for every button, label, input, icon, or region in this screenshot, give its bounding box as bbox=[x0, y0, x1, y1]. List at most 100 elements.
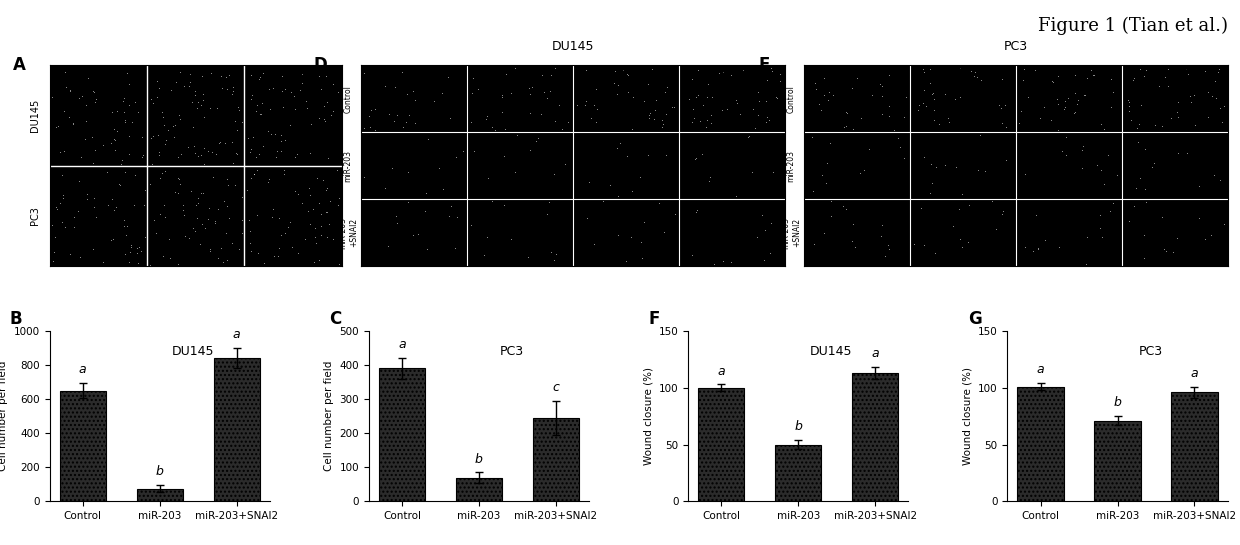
Point bbox=[641, 64, 661, 73]
Point bbox=[180, 233, 200, 242]
Point bbox=[1074, 142, 1094, 150]
Point bbox=[476, 115, 496, 124]
Point bbox=[606, 144, 626, 153]
Point bbox=[314, 115, 334, 124]
Point bbox=[102, 235, 122, 244]
Point bbox=[322, 234, 342, 243]
Point bbox=[1131, 173, 1151, 182]
Point bbox=[1127, 124, 1147, 132]
Point bbox=[191, 189, 211, 197]
Point bbox=[195, 113, 215, 122]
Point bbox=[492, 92, 512, 101]
Point bbox=[258, 178, 278, 186]
Point bbox=[1167, 234, 1187, 243]
Point bbox=[237, 185, 257, 194]
Point bbox=[355, 68, 374, 77]
Point bbox=[275, 85, 295, 94]
Point bbox=[474, 251, 494, 259]
Point bbox=[577, 96, 596, 105]
Point bbox=[870, 80, 890, 88]
Point bbox=[316, 98, 336, 107]
Point bbox=[1073, 164, 1092, 173]
Point bbox=[755, 226, 775, 235]
Point bbox=[193, 144, 213, 153]
Point bbox=[665, 102, 684, 111]
Point bbox=[250, 73, 270, 82]
Point bbox=[1030, 114, 1050, 123]
Point bbox=[300, 149, 320, 158]
Point bbox=[759, 116, 779, 124]
Point bbox=[950, 63, 970, 72]
Point bbox=[720, 257, 740, 266]
Point bbox=[207, 104, 227, 113]
Point bbox=[531, 110, 551, 119]
Point bbox=[689, 116, 709, 125]
Point bbox=[1133, 253, 1153, 262]
Point bbox=[634, 96, 653, 105]
Point bbox=[53, 147, 73, 155]
Point bbox=[208, 205, 228, 214]
Point bbox=[1204, 170, 1224, 179]
Point bbox=[821, 138, 841, 147]
Point bbox=[872, 91, 892, 100]
Point bbox=[492, 91, 512, 100]
Point bbox=[1048, 72, 1068, 81]
Point bbox=[355, 124, 374, 132]
Point bbox=[223, 87, 243, 96]
Point bbox=[1094, 124, 1114, 133]
Point bbox=[546, 117, 565, 125]
Point bbox=[320, 197, 340, 205]
Point bbox=[241, 70, 260, 79]
Point bbox=[305, 224, 325, 233]
Point bbox=[844, 243, 864, 251]
Point bbox=[216, 72, 236, 81]
Point bbox=[104, 125, 124, 134]
Point bbox=[495, 152, 515, 160]
Point bbox=[299, 183, 319, 192]
Point bbox=[622, 124, 642, 133]
Point bbox=[1054, 105, 1074, 114]
Point bbox=[304, 205, 324, 214]
Point bbox=[269, 214, 289, 222]
Point bbox=[546, 250, 565, 259]
Point bbox=[64, 213, 84, 221]
Point bbox=[311, 84, 331, 93]
Point bbox=[1075, 90, 1095, 99]
Point bbox=[924, 94, 944, 103]
Point bbox=[770, 77, 790, 86]
Point bbox=[1043, 77, 1063, 86]
Point bbox=[914, 241, 934, 250]
Point bbox=[1065, 71, 1085, 80]
Point bbox=[1210, 103, 1230, 112]
Point bbox=[1128, 137, 1148, 146]
Point bbox=[684, 114, 704, 123]
Point bbox=[438, 72, 458, 81]
Point bbox=[699, 177, 719, 185]
Point bbox=[655, 227, 675, 236]
Point bbox=[640, 108, 660, 117]
Point bbox=[83, 132, 103, 141]
Point bbox=[42, 220, 62, 229]
Point bbox=[129, 258, 149, 267]
Point bbox=[537, 210, 557, 219]
Point bbox=[971, 75, 991, 84]
Point bbox=[1152, 122, 1172, 131]
Point bbox=[153, 108, 172, 117]
Point bbox=[374, 81, 394, 90]
Point bbox=[1195, 234, 1215, 243]
Point bbox=[269, 244, 289, 252]
Point bbox=[713, 256, 733, 265]
Point bbox=[518, 252, 538, 261]
Point bbox=[911, 204, 931, 213]
Point bbox=[1184, 90, 1204, 99]
Point bbox=[275, 135, 295, 144]
Point bbox=[167, 152, 187, 161]
Point bbox=[996, 100, 1016, 109]
Point bbox=[1066, 100, 1086, 108]
Point bbox=[74, 134, 94, 143]
Point bbox=[665, 210, 684, 219]
Point bbox=[315, 102, 335, 111]
Point bbox=[197, 147, 217, 155]
Point bbox=[232, 229, 252, 238]
Point bbox=[608, 81, 627, 89]
